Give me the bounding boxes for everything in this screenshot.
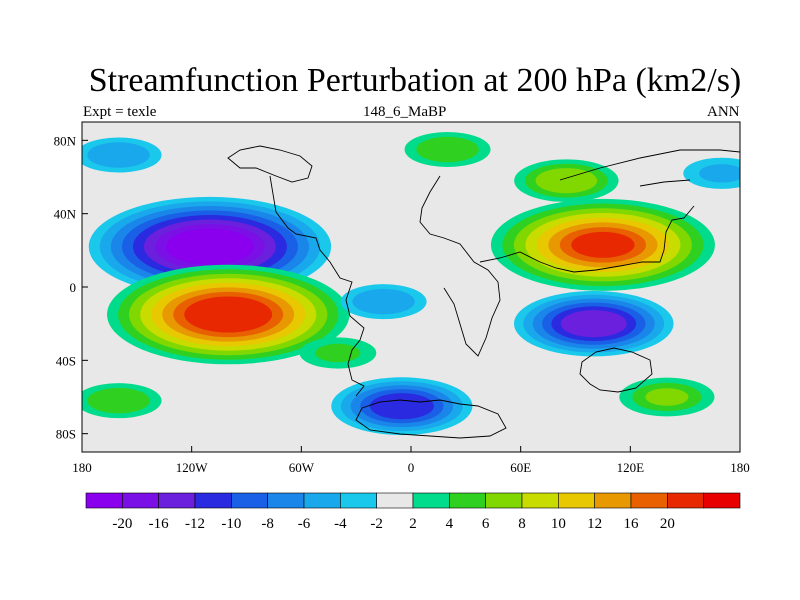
x-tick-label: 60W: [289, 460, 315, 475]
colorbar-label: -10: [221, 516, 241, 532]
period-label: ANN: [707, 104, 740, 120]
x-tick-label: 180: [730, 460, 750, 475]
contour-band: [645, 388, 689, 406]
colorbar-swatch: [85, 492, 123, 509]
colorbar-label: 4: [446, 516, 454, 532]
colorbar-swatch: [158, 492, 196, 509]
colorbar-label: -8: [261, 516, 274, 532]
coastline: [227, 145, 740, 439]
chart-title: Streamfunction Perturbation at 200 hPa (…: [88, 62, 742, 99]
colorbar-swatch: [630, 492, 668, 509]
experiment-label: Expt = texle: [83, 104, 157, 120]
colorbar-swatch: [231, 492, 268, 509]
x-tick-label: 180: [72, 460, 92, 475]
colorbar-label: -4: [334, 516, 347, 532]
colorbar-swatch: [122, 492, 159, 509]
x-tick-label: 0: [408, 460, 415, 475]
colorbar-swatch: [449, 492, 486, 509]
contour-band: [99, 147, 139, 163]
y-tick-label: 0: [70, 280, 77, 295]
colorbar-label: 6: [482, 516, 490, 532]
contour-band: [570, 313, 618, 334]
colorbar-swatch: [303, 492, 341, 509]
x-axis: 180 120W 60W 0 60E 120E 180: [72, 446, 750, 475]
colorbar-swatch: [376, 492, 414, 509]
contour-band: [699, 164, 740, 183]
colorbar-swatch: [267, 492, 305, 509]
colorbar-swatch: [485, 492, 523, 509]
contour-band: [177, 233, 243, 261]
colorbar-label: 10: [551, 516, 566, 532]
contour-band: [571, 231, 635, 258]
x-tick-label: 120E: [617, 460, 645, 475]
colorbar-label: -2: [370, 516, 383, 532]
contour-band: [195, 300, 262, 329]
contour-band: [428, 141, 468, 158]
colorbar-label: 20: [660, 516, 675, 532]
y-axis: 80N 40N 0 40S 80S: [54, 133, 88, 442]
colorbar-swatch: [558, 492, 595, 509]
colorbar-swatch: [703, 492, 741, 509]
x-tick-label: 60E: [510, 460, 531, 475]
case-label: 148_6_MaBP: [363, 104, 447, 120]
colorbar-swatch: [340, 492, 377, 509]
colorbar-label: 8: [518, 516, 526, 532]
y-tick-label: 80N: [54, 133, 77, 148]
colorbar-label: 12: [587, 516, 602, 532]
contour-band: [315, 343, 361, 363]
colorbar-swatch: [594, 492, 632, 509]
y-tick-label: 80S: [56, 427, 76, 442]
colorbar-swatch: [521, 492, 559, 509]
colorbar-label: -6: [298, 516, 311, 532]
colorbar-label: -16: [149, 516, 169, 532]
colorbar-label: 16: [624, 516, 640, 532]
colorbar: -20 -16 -12 -10 -8 -6 -4 -2 2 4 6 8 10 12 16 20: [85, 492, 741, 532]
contour-field: [82, 132, 740, 436]
colorbar-label: -12: [185, 516, 205, 532]
contour-band: [546, 172, 587, 189]
y-tick-label: 40S: [56, 353, 76, 368]
contour-band: [364, 293, 404, 310]
colorbar-swatch: [667, 492, 704, 509]
y-tick-label: 40N: [54, 207, 77, 222]
contour-band: [99, 392, 139, 409]
colorbar-label: 2: [409, 516, 417, 532]
x-tick-label: 120W: [176, 460, 209, 475]
colorbar-swatch: [194, 492, 232, 509]
colorbar-swatch: [412, 492, 450, 509]
colorbar-label: -20: [112, 516, 132, 532]
